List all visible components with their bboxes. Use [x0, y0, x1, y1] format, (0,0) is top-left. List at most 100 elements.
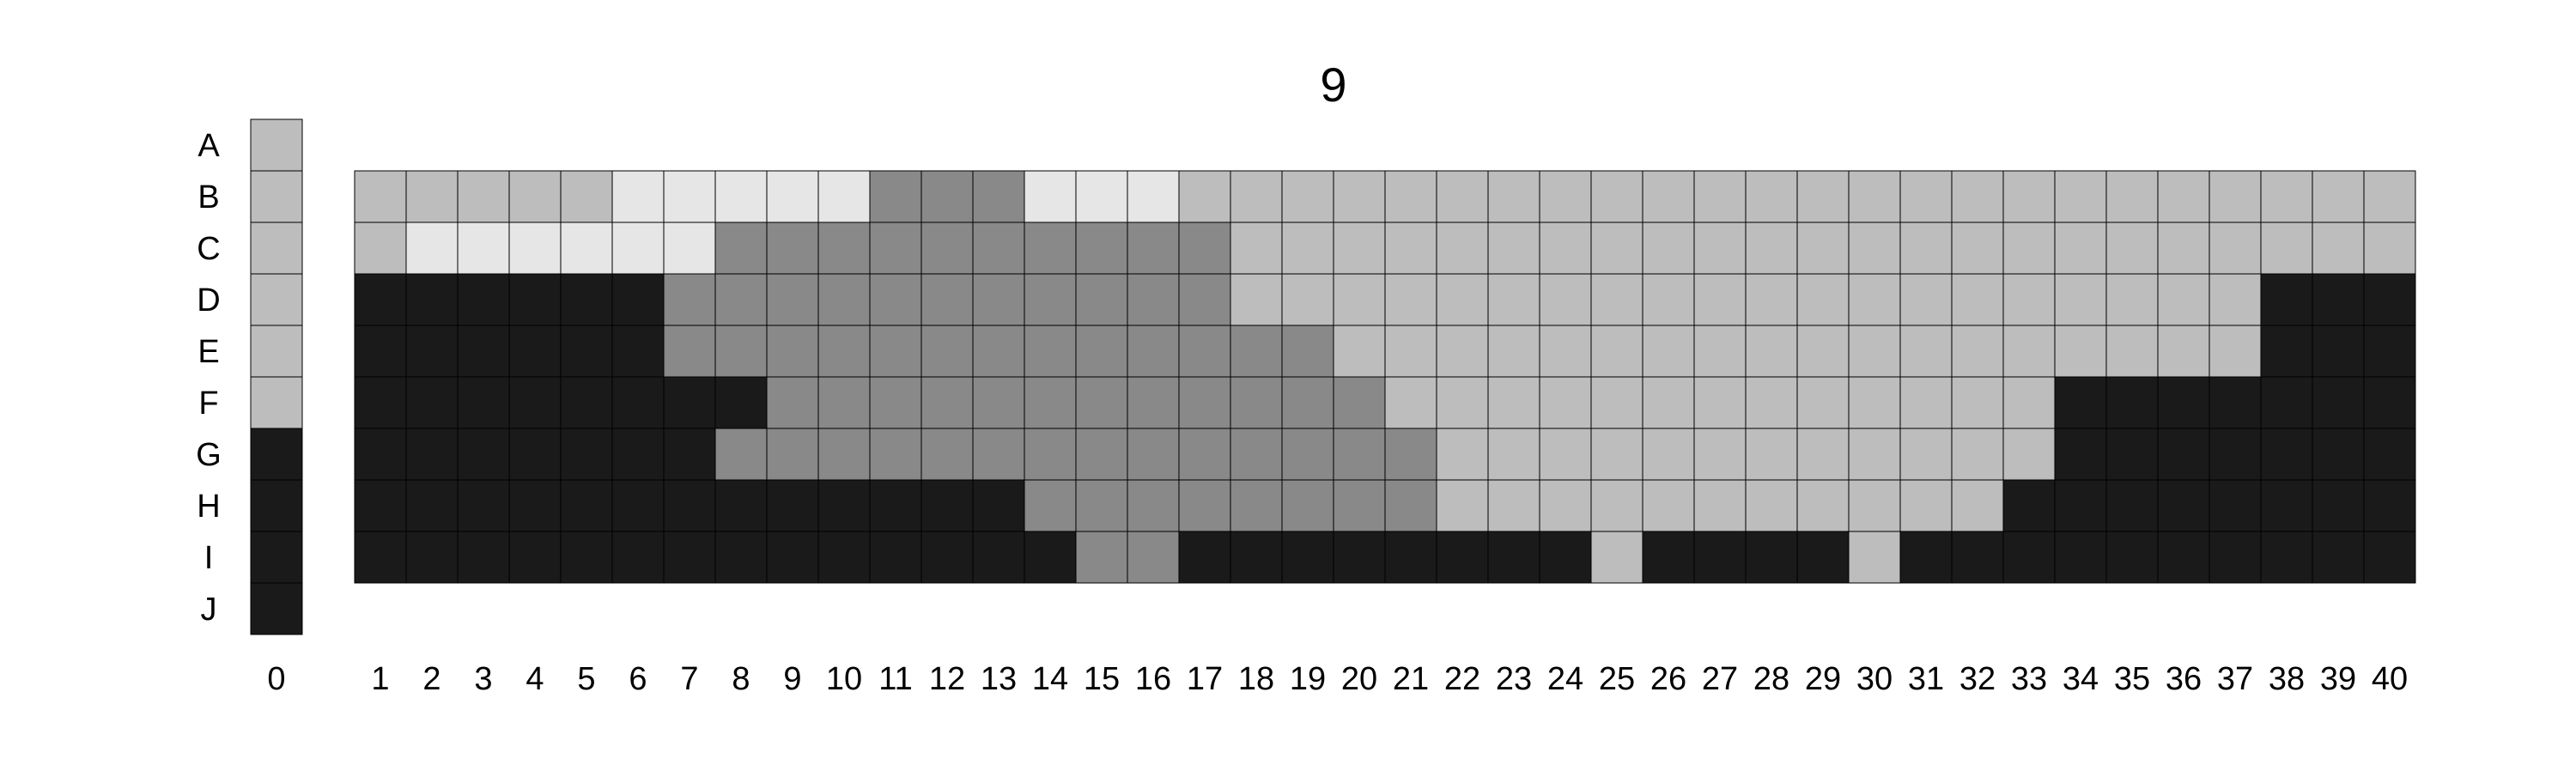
cell-g-40 [2363, 428, 2416, 481]
column-label-4: 4 [526, 661, 544, 697]
cell-b-15 [1075, 170, 1128, 223]
cell-e-40 [2363, 325, 2416, 378]
cell-c-19 [1281, 222, 1334, 275]
cell-g-31 [1899, 428, 1953, 481]
cell-f-18 [1230, 376, 1283, 429]
cell-b-24 [1539, 170, 1592, 223]
cell-c-22 [1436, 222, 1489, 275]
cell-d-8 [714, 273, 768, 326]
cell-e-20 [1333, 325, 1386, 378]
cell-c-5 [560, 222, 613, 275]
cell-c-16 [1127, 222, 1180, 275]
cell-j-0 [250, 582, 303, 635]
cell-i-9 [766, 531, 819, 584]
cell-c-28 [1745, 222, 1798, 275]
cell-d-37 [2208, 273, 2262, 326]
cell-i-34 [2054, 531, 2107, 584]
cell-c-9 [766, 222, 819, 275]
cell-i-22 [1436, 531, 1489, 584]
cell-e-27 [1693, 325, 1747, 378]
column-label-17: 17 [1187, 661, 1223, 697]
cell-h-12 [920, 479, 974, 532]
row-label-g: G [196, 437, 222, 473]
cell-h-21 [1384, 479, 1437, 532]
column-label-39: 39 [2320, 661, 2356, 697]
cell-c-21 [1384, 222, 1437, 275]
cell-f-2 [405, 376, 459, 429]
cell-h-20 [1333, 479, 1386, 532]
cell-h-32 [1951, 479, 2004, 532]
column-label-6: 6 [629, 661, 647, 697]
cell-b-0 [250, 170, 303, 223]
cell-f-23 [1487, 376, 1540, 429]
cell-e-16 [1127, 325, 1180, 378]
column-label-1: 1 [371, 661, 389, 697]
cell-f-3 [457, 376, 510, 429]
column-label-40: 40 [2372, 661, 2408, 697]
cell-b-26 [1642, 170, 1695, 223]
cell-i-3 [457, 531, 510, 584]
column-label-18: 18 [1238, 661, 1274, 697]
cell-e-12 [920, 325, 974, 378]
cell-d-33 [2002, 273, 2056, 326]
cell-i-17 [1178, 531, 1231, 584]
cell-c-23 [1487, 222, 1540, 275]
cell-c-31 [1899, 222, 1953, 275]
cell-e-6 [611, 325, 665, 378]
cell-e-4 [508, 325, 562, 378]
column-label-10: 10 [826, 661, 862, 697]
cell-g-37 [2208, 428, 2262, 481]
cell-f-27 [1693, 376, 1747, 429]
cell-f-36 [2157, 376, 2210, 429]
cell-b-27 [1693, 170, 1747, 223]
column-label-32: 32 [1959, 661, 1996, 697]
column-label-13: 13 [981, 661, 1017, 697]
cell-d-21 [1384, 273, 1437, 326]
cell-e-7 [663, 325, 716, 378]
cell-d-29 [1796, 273, 1850, 326]
cell-e-21 [1384, 325, 1437, 378]
cell-h-37 [2208, 479, 2262, 532]
cell-d-32 [1951, 273, 2004, 326]
cell-e-15 [1075, 325, 1128, 378]
cell-c-8 [714, 222, 768, 275]
cell-i-32 [1951, 531, 2004, 584]
cell-b-1 [354, 170, 407, 223]
cell-e-39 [2312, 325, 2365, 378]
column-label-7: 7 [680, 661, 698, 697]
cell-h-6 [611, 479, 665, 532]
column-label-30: 30 [1856, 661, 1893, 697]
cell-h-2 [405, 479, 459, 532]
cell-b-2 [405, 170, 459, 223]
cell-d-6 [611, 273, 665, 326]
cell-g-33 [2002, 428, 2056, 481]
cell-c-37 [2208, 222, 2262, 275]
cell-e-34 [2054, 325, 2107, 378]
cell-c-18 [1230, 222, 1283, 275]
cell-i-23 [1487, 531, 1540, 584]
cell-i-0 [250, 531, 303, 584]
cell-h-8 [714, 479, 768, 532]
cell-b-28 [1745, 170, 1798, 223]
cell-i-39 [2312, 531, 2365, 584]
cell-e-10 [817, 325, 871, 378]
column-labels: 0 1 2 3 4 5 6 7 8 9 10 11 12 13 14 15 16 17 18 19 20 21 22 23 24… [267, 661, 2408, 697]
cell-i-29 [1796, 531, 1850, 584]
cell-c-0 [250, 222, 303, 275]
cell-d-24 [1539, 273, 1592, 326]
cell-b-25 [1590, 170, 1643, 223]
cell-g-24 [1539, 428, 1592, 481]
cell-i-37 [2208, 531, 2262, 584]
cell-c-39 [2312, 222, 2365, 275]
cell-f-21 [1384, 376, 1437, 429]
cell-d-14 [1024, 273, 1077, 326]
cell-i-20 [1333, 531, 1386, 584]
cell-f-25 [1590, 376, 1643, 429]
cell-i-31 [1899, 531, 1953, 584]
cell-d-15 [1075, 273, 1128, 326]
cell-d-16 [1127, 273, 1180, 326]
cell-d-25 [1590, 273, 1643, 326]
cell-i-10 [817, 531, 871, 584]
